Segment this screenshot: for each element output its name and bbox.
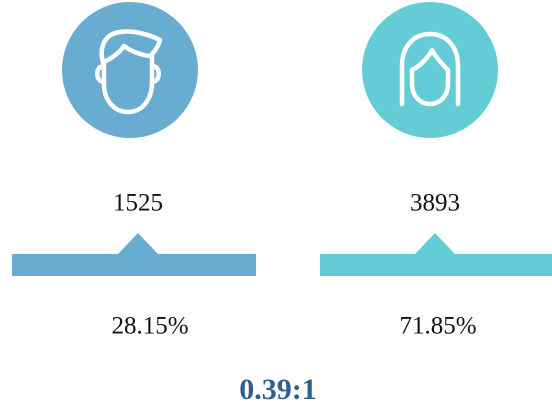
female-icon: [362, 2, 498, 138]
male-percent: 28.15%: [111, 313, 188, 340]
male-bar: [12, 233, 256, 276]
female-percent: 71.85%: [399, 313, 476, 340]
male-icon: [62, 2, 198, 138]
female-bar: [320, 233, 552, 276]
ratio: 0.39:1: [239, 373, 317, 406]
male-count: 1525: [113, 190, 163, 217]
female-circle: [362, 2, 498, 138]
female-count: 3893: [410, 190, 460, 217]
male-circle: [62, 2, 198, 138]
